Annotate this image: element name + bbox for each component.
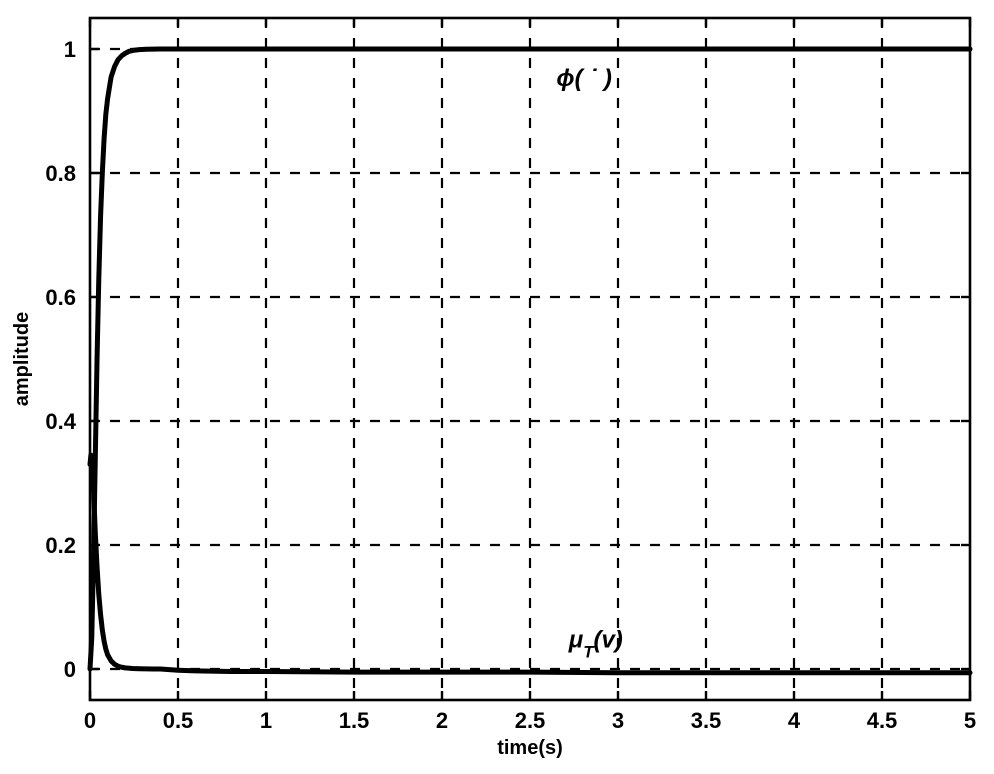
xtick-label: 1.5 (339, 708, 370, 733)
annotation-0: ϕ( ˙ ) (556, 65, 612, 92)
xtick-label: 0.5 (163, 708, 194, 733)
chart-svg: 0 0.5 1 1.5 2 2.5 3 3.5 4 4.5 5 0 0.2 0.4 0.6 0.8 1 time(… (0, 0, 994, 774)
ytick-label: 0 (64, 657, 76, 682)
y-axis-label: amplitude (11, 312, 33, 406)
xtick-label: 0 (84, 708, 96, 733)
ytick-label: 0.2 (45, 533, 76, 558)
ytick-label: 0.6 (45, 285, 76, 310)
xtick-label: 4 (788, 708, 801, 733)
ytick-label: 0.8 (45, 161, 76, 186)
xtick-label: 3 (612, 708, 624, 733)
xtick-label: 4.5 (867, 708, 898, 733)
xtick-label: 2.5 (515, 708, 546, 733)
ytick-label: 1 (64, 37, 76, 62)
xtick-label: 5 (964, 708, 976, 733)
ytick-label: 0.4 (45, 409, 76, 434)
line-chart: 0 0.5 1 1.5 2 2.5 3 3.5 4 4.5 5 0 0.2 0.4 0.6 0.8 1 time(… (0, 0, 994, 774)
x-axis-label: time(s) (497, 737, 563, 759)
xtick-label: 3.5 (691, 708, 722, 733)
xtick-label: 2 (436, 708, 448, 733)
xtick-label: 1 (260, 708, 272, 733)
